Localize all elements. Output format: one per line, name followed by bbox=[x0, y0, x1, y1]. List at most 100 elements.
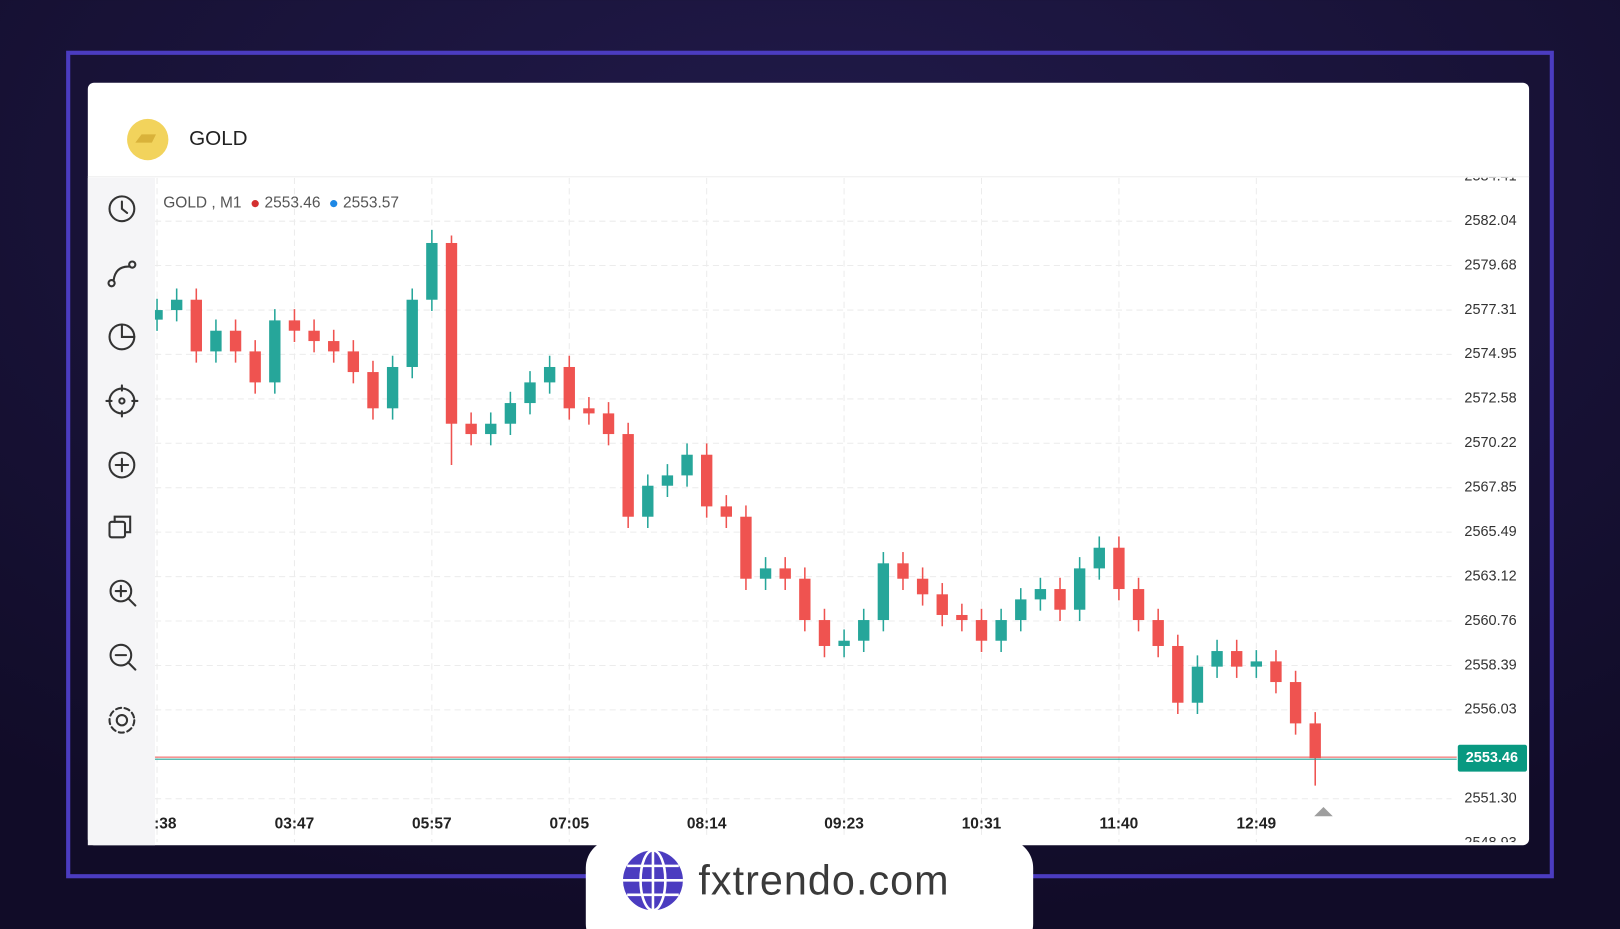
y-axis: 2584.41 2582.04 2579.68 2577.31 2574.95 2572.… bbox=[1464, 168, 1516, 851]
candle-body bbox=[288, 320, 301, 331]
scroll-marker bbox=[1314, 806, 1333, 817]
candle-body bbox=[308, 330, 320, 342]
x-tick-label: :38 bbox=[154, 816, 177, 833]
candle-body bbox=[1093, 547, 1105, 569]
candle-body bbox=[818, 620, 831, 646]
candle-body bbox=[347, 351, 360, 373]
candle-body bbox=[190, 299, 202, 352]
draw-line-button[interactable] bbox=[107, 260, 137, 288]
candle-body bbox=[720, 506, 732, 517]
candle-body bbox=[328, 341, 340, 352]
gold-bar-icon bbox=[135, 134, 157, 143]
candle-body bbox=[1191, 666, 1204, 703]
y-tick-label: 2582.04 bbox=[1464, 213, 1516, 229]
candle-body bbox=[602, 413, 615, 435]
add-button[interactable] bbox=[108, 451, 136, 479]
candle-body bbox=[1152, 620, 1164, 646]
candle-body bbox=[1309, 723, 1321, 759]
candle-body bbox=[426, 242, 438, 300]
candles bbox=[154, 229, 1321, 786]
candle-body bbox=[543, 366, 556, 383]
candle-body bbox=[504, 403, 517, 424]
toolbar-icons bbox=[105, 195, 139, 734]
toolbar bbox=[87, 177, 155, 846]
candle-body bbox=[524, 382, 536, 404]
x-axis: :38 03:47 05:57 07:05 08:14 09:23 10:31 11:40 12… bbox=[154, 816, 1276, 833]
candle-body bbox=[877, 563, 890, 621]
y-tick-label: 2551.30 bbox=[1464, 791, 1516, 807]
candle-body bbox=[170, 299, 183, 311]
watermark-text: fxtrendo.com bbox=[698, 857, 949, 903]
pie-button[interactable] bbox=[108, 323, 136, 351]
legend-label: GOLD , M1 bbox=[163, 195, 241, 212]
y-tick-label: 2577.31 bbox=[1464, 302, 1516, 318]
layers-button[interactable] bbox=[108, 515, 132, 539]
last-price-box bbox=[1457, 744, 1528, 772]
candle-body bbox=[269, 320, 281, 383]
candle-body bbox=[1250, 661, 1263, 667]
candle-body bbox=[1289, 682, 1302, 724]
y-tick-label: 2567.85 bbox=[1464, 480, 1516, 496]
candle-body bbox=[249, 351, 261, 383]
bid-value: 2553.46 bbox=[264, 195, 320, 212]
candle-body bbox=[210, 330, 222, 352]
candle-body bbox=[465, 423, 477, 435]
x-tick-label: 12:49 bbox=[1237, 816, 1277, 833]
y-tick-label: 2572.58 bbox=[1464, 391, 1516, 407]
y-tick-label: 2579.68 bbox=[1464, 257, 1516, 273]
watermark-box bbox=[585, 839, 1034, 929]
candle-body bbox=[367, 372, 379, 409]
candle-body bbox=[1172, 645, 1184, 703]
y-tick-label: 2558.39 bbox=[1464, 657, 1516, 673]
candle-body bbox=[1132, 589, 1145, 621]
candle-body bbox=[681, 454, 693, 476]
candle-body bbox=[1270, 661, 1282, 683]
y-tick-label: 2548.93 bbox=[1464, 835, 1516, 851]
x-tick-label: 07:05 bbox=[549, 816, 589, 833]
x-tick-label: 09:23 bbox=[824, 816, 864, 833]
candle-body bbox=[779, 568, 791, 579]
candle-body bbox=[642, 485, 654, 517]
y-tick-label: 2563.12 bbox=[1464, 568, 1516, 584]
candle-body bbox=[1113, 547, 1125, 590]
candle-body bbox=[154, 310, 163, 320]
x-tick-label: 05:57 bbox=[412, 816, 452, 833]
y-tick-label: 2560.76 bbox=[1464, 613, 1516, 629]
globe-icon bbox=[622, 849, 683, 912]
y-tick-label: 2570.22 bbox=[1464, 435, 1516, 451]
candle-body bbox=[1211, 651, 1223, 667]
settings-button[interactable] bbox=[108, 706, 136, 734]
candle-body bbox=[622, 434, 634, 517]
candle-body bbox=[485, 423, 497, 435]
candle-body bbox=[975, 620, 988, 641]
candle-body bbox=[701, 454, 713, 507]
zoom-in-button[interactable] bbox=[109, 579, 137, 607]
candle-body bbox=[740, 516, 752, 579]
x-tick-label: 03:47 bbox=[275, 816, 315, 833]
candle-body bbox=[759, 568, 772, 579]
candle-body bbox=[858, 620, 870, 641]
bid-dot bbox=[251, 200, 259, 208]
clock-button[interactable] bbox=[108, 195, 136, 223]
ask-value: 2553.57 bbox=[343, 195, 399, 212]
y-tick-label: 2584.41 bbox=[1464, 168, 1516, 184]
x-tick-label: 08:14 bbox=[687, 816, 727, 833]
symbol-name: GOLD bbox=[189, 127, 248, 150]
ask-dot bbox=[330, 200, 338, 208]
x-tick-label: 10:31 bbox=[962, 816, 1002, 833]
y-tick-label: 2574.95 bbox=[1464, 346, 1516, 362]
candle-body bbox=[916, 578, 929, 595]
zoom-out-button[interactable] bbox=[109, 643, 137, 671]
last-price-label: 2553.46 bbox=[1466, 750, 1518, 766]
y-tick-label: 2565.49 bbox=[1464, 524, 1516, 540]
x-tick-label: 11:40 bbox=[1100, 816, 1139, 833]
y-tick-label: 2556.03 bbox=[1464, 702, 1516, 718]
crosshair-button[interactable] bbox=[105, 384, 139, 418]
candle-body bbox=[838, 640, 850, 646]
candle-body bbox=[229, 330, 242, 352]
candle-body bbox=[1054, 589, 1066, 610]
candle-body bbox=[563, 366, 575, 409]
candle-body bbox=[445, 242, 458, 424]
